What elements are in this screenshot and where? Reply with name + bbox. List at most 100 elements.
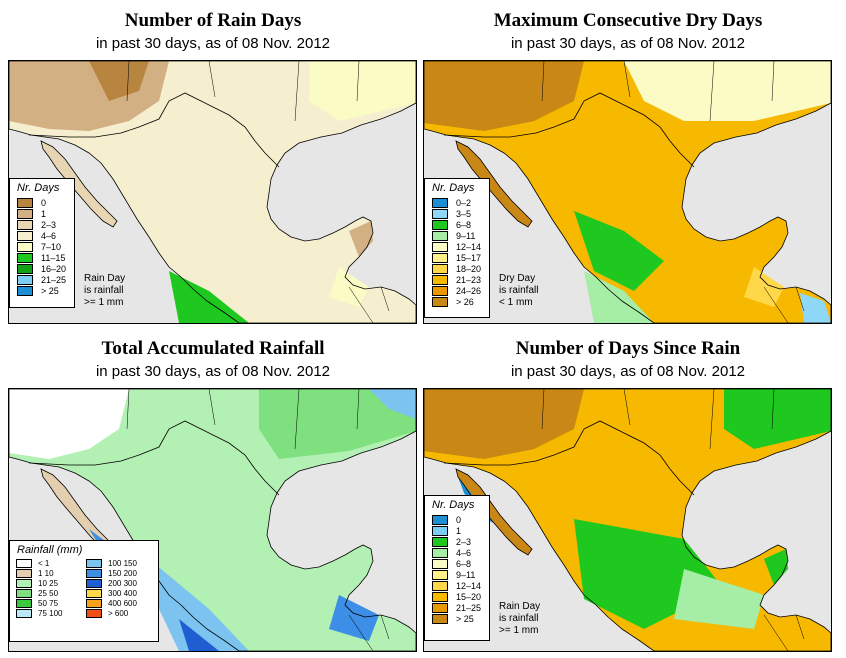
legend-swatch bbox=[17, 197, 33, 208]
legend-swatch bbox=[432, 230, 448, 241]
legend-swatch bbox=[432, 536, 448, 547]
legend-label: 11–15 bbox=[41, 252, 66, 263]
legend-label: 2–3 bbox=[41, 219, 57, 230]
legend-swatch bbox=[17, 208, 33, 219]
legend-swatch bbox=[86, 579, 102, 588]
legend-swatch bbox=[432, 569, 448, 580]
legend-item: 3–5 bbox=[432, 208, 489, 219]
legend-swatch bbox=[17, 274, 33, 285]
legend-item: 0 bbox=[432, 514, 489, 525]
legend-swatch bbox=[432, 591, 448, 602]
legend-swatch bbox=[86, 559, 102, 568]
legend-swatch bbox=[86, 589, 102, 598]
panel-title: Number of Days Since Rain bbox=[515, 338, 741, 359]
legend-label: 15–20 bbox=[456, 591, 482, 602]
legend-swatch bbox=[432, 547, 448, 558]
legend-label: 3–5 bbox=[456, 208, 472, 219]
legend-item: 12–14 bbox=[432, 241, 489, 252]
legend-label: 10 25 bbox=[38, 579, 59, 588]
legend-item: 7–10 bbox=[17, 241, 74, 252]
legend-swatch bbox=[432, 263, 448, 274]
panel-subtitle: in past 30 days, as of 08 Nov. 2012 bbox=[510, 363, 746, 380]
legend-swatch bbox=[432, 208, 448, 219]
legend-label: 12–14 bbox=[456, 241, 482, 252]
legend-item: 21–25 bbox=[432, 602, 489, 613]
legend-label: 9–11 bbox=[456, 569, 476, 580]
note-line: is rainfall bbox=[499, 285, 539, 296]
legend-item: 11–15 bbox=[17, 252, 74, 263]
legend-label: 6–8 bbox=[456, 558, 472, 569]
legend-item: 21–23 bbox=[432, 274, 489, 285]
legend-label: 0 bbox=[456, 514, 462, 525]
legend-item: 18–20 bbox=[432, 263, 489, 274]
legend-item: 16–20 bbox=[17, 263, 74, 274]
panel-title: Total Accumulated Rainfall bbox=[101, 338, 325, 359]
legend-item: 6–8 bbox=[432, 558, 489, 569]
legend-label: 50 75 bbox=[38, 599, 59, 608]
legend-note: Dry Day is rainfall < 1 mm bbox=[499, 273, 538, 309]
legend-swatch bbox=[17, 263, 33, 274]
legend-label: > 25 bbox=[41, 285, 59, 296]
note-line: Rain Day bbox=[499, 601, 541, 612]
legend: Rainfall (mm) < 1 100 150 1 10 150 200 10 25… bbox=[9, 540, 159, 642]
legend-label: 21–25 bbox=[456, 602, 482, 613]
legend-swatch bbox=[17, 219, 33, 230]
legend-label: > 600 bbox=[108, 609, 129, 618]
legend-item: 4–6 bbox=[432, 547, 489, 558]
legend-swatch bbox=[86, 569, 102, 578]
legend-swatch bbox=[16, 569, 32, 578]
legend-swatch bbox=[432, 580, 448, 591]
legend-swatch bbox=[17, 285, 33, 296]
legend-swatch bbox=[432, 514, 448, 525]
legend-label: 4–6 bbox=[41, 230, 57, 241]
legend-item: 0–2 bbox=[432, 197, 489, 208]
legend: Nr. Days 0 1 2–3 4–6 7–10 11–15 16–20 21–25 > 25 bbox=[9, 178, 75, 308]
legend-title: Rainfall (mm) bbox=[17, 544, 83, 556]
legend-label: 1 bbox=[41, 208, 47, 219]
legend-label: 25 50 bbox=[38, 589, 59, 598]
legend-swatch bbox=[16, 599, 32, 608]
legend-swatch bbox=[432, 602, 448, 613]
legend-item: 15–17 bbox=[432, 252, 489, 263]
legend-title: Nr. Days bbox=[432, 182, 475, 194]
legend-label: > 26 bbox=[456, 296, 474, 307]
legend-swatch bbox=[432, 296, 448, 307]
legend-label: 75 100 bbox=[38, 609, 63, 618]
legend-swatch bbox=[86, 599, 102, 608]
legend-swatch bbox=[17, 252, 33, 263]
legend-title: Nr. Days bbox=[432, 499, 475, 511]
legend-swatch bbox=[17, 241, 33, 252]
legend-swatch bbox=[432, 197, 448, 208]
legend-item: 1 bbox=[17, 208, 74, 219]
panel-dry-days: Maximum Consecutive Dry Days in past 30 … bbox=[423, 10, 833, 328]
legend-label: 18–20 bbox=[456, 263, 482, 274]
note-line: >= 1 mm bbox=[499, 625, 539, 636]
map-image bbox=[9, 389, 416, 651]
legend: Nr. Days 0 1 2–3 4–6 6–8 9–11 12–14 15–20 21–25 >… bbox=[424, 495, 490, 641]
legend-item: > 26 bbox=[432, 296, 489, 307]
map-rain-days bbox=[8, 60, 417, 324]
legend-label: 2–3 bbox=[456, 536, 472, 547]
legend-item: 1 bbox=[432, 525, 489, 536]
legend-label: 400 600 bbox=[108, 599, 137, 608]
legend-item: 9–11 bbox=[432, 569, 489, 580]
legend-swatch bbox=[16, 559, 32, 568]
note-line: >= 1 mm bbox=[84, 297, 124, 308]
legend-swatch bbox=[432, 525, 448, 536]
legend-item: 21–25 bbox=[17, 274, 74, 285]
legend-label: > 25 bbox=[456, 613, 474, 624]
legend-item: 0 bbox=[17, 197, 74, 208]
legend-swatch bbox=[432, 285, 448, 296]
panel-subtitle: in past 30 days, as of 08 Nov. 2012 bbox=[95, 363, 331, 380]
legend-item: 2–3 bbox=[17, 219, 74, 230]
map-image bbox=[9, 61, 416, 323]
legend-swatch bbox=[16, 589, 32, 598]
legend-swatch bbox=[432, 558, 448, 569]
legend-item: 4–6 bbox=[17, 230, 74, 241]
legend-swatch bbox=[16, 579, 32, 588]
legend-label: 4–6 bbox=[456, 547, 472, 558]
legend-item: 12–14 bbox=[432, 580, 489, 591]
legend-item: > 25 bbox=[17, 285, 74, 296]
legend-label: 15–17 bbox=[456, 252, 482, 263]
legend-label: 100 150 bbox=[108, 559, 137, 568]
